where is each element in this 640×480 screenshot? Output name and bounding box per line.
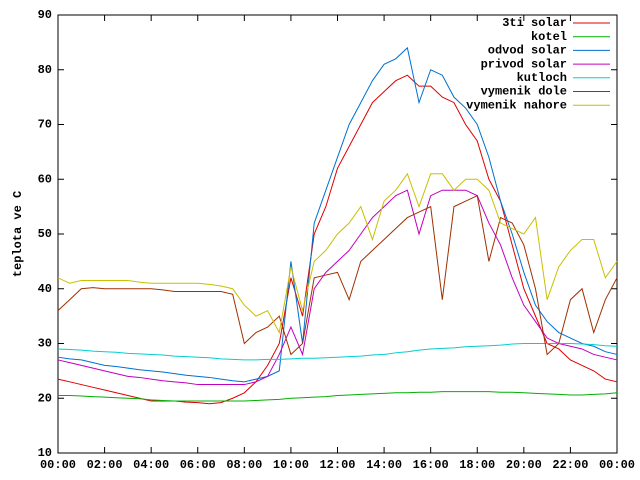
series-line (57, 172, 618, 335)
y-tick-label: 10 (38, 446, 52, 460)
y-tick-label: 40 (38, 282, 52, 296)
legend-label: 3ti solar (502, 16, 567, 30)
x-tick-label: 22:00 (552, 458, 588, 472)
x-tick-label: 00:00 (599, 458, 635, 472)
y-tick-label: 60 (38, 172, 52, 186)
y-tick-label: 90 (38, 8, 52, 22)
x-tick-label: 00:00 (40, 458, 76, 472)
y-tick-label: 30 (38, 337, 52, 351)
series-line (57, 194, 618, 356)
x-tick-label: 20:00 (506, 458, 542, 472)
y-tick-label: 80 (38, 63, 52, 77)
series-line (58, 391, 618, 402)
y-tick-label: 20 (38, 391, 52, 405)
x-tick-label: 04:00 (133, 458, 169, 472)
x-tick-label: 14:00 (366, 458, 402, 472)
x-tick-label: 08:00 (226, 458, 262, 472)
legend-label: vymenik nahore (466, 98, 567, 112)
y-tick-label: 70 (38, 118, 52, 132)
legend-label: vymenik dole (481, 85, 567, 99)
y-tick-label: 50 (38, 227, 52, 241)
x-tick-label: 10:00 (273, 458, 309, 472)
x-tick-label: 02:00 (87, 458, 123, 472)
legend-label: privod solar (481, 57, 567, 71)
series-line (57, 74, 618, 405)
x-tick-label: 16:00 (413, 458, 449, 472)
x-tick-label: 06:00 (180, 458, 216, 472)
series-line (57, 343, 618, 361)
legend-label: kotel (531, 30, 567, 44)
x-tick-label: 18:00 (459, 458, 495, 472)
x-tick-label: 12:00 (319, 458, 355, 472)
series-line (57, 46, 618, 383)
legend-label: odvod solar (488, 44, 567, 58)
series-line (57, 189, 618, 386)
legend-label: kutloch (517, 71, 567, 85)
y-axis-label: teplota ve C (11, 191, 25, 277)
